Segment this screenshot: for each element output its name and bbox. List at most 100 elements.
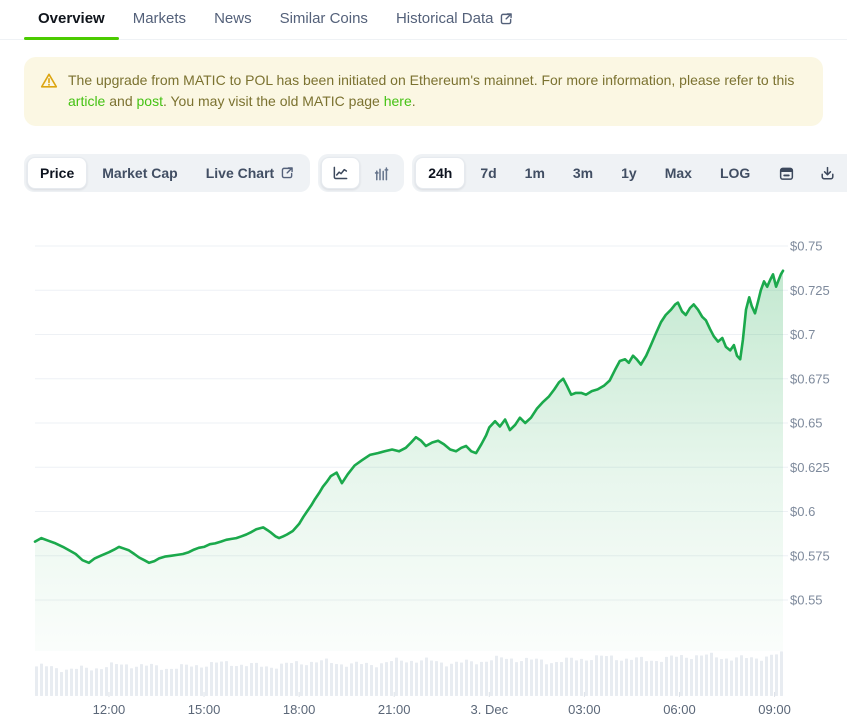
x-axis-label: 21:00 <box>378 702 411 717</box>
volume-bar <box>570 657 573 696</box>
download-chart-button[interactable] <box>808 157 847 189</box>
volume-bar <box>215 662 218 696</box>
volume-bar <box>675 656 678 696</box>
volume-bar <box>685 657 688 696</box>
volume-bar <box>260 666 263 696</box>
x-axis-label: 15:00 <box>188 702 221 717</box>
tab-news[interactable]: News <box>200 0 266 39</box>
y-axis-label: $0.7 <box>790 327 815 342</box>
x-axis-tick <box>108 692 110 697</box>
volume-bar <box>610 655 613 696</box>
range-7d-button[interactable]: 7d <box>480 165 497 181</box>
range-1y-button[interactable]: 1y <box>621 165 637 181</box>
volume-bar <box>115 663 118 696</box>
volume-bar <box>385 662 388 696</box>
price-chart-canvas[interactable]: $0.75 $0.725 $0.7 $0.675 $0.65 $0.625 $0.6 $0.5… <box>0 206 847 724</box>
volume-bar <box>170 668 173 696</box>
range-24h-button[interactable]: 24h <box>415 157 466 189</box>
tab-overview[interactable]: Overview <box>24 0 119 40</box>
article-link[interactable]: article <box>68 93 106 109</box>
volume-bar <box>410 660 413 696</box>
volume-bar <box>750 657 753 696</box>
volume-bar <box>625 658 628 696</box>
line-chart-type-button[interactable] <box>321 157 361 189</box>
volume-bar <box>70 668 73 696</box>
volume-bar <box>380 663 383 696</box>
volume-bar <box>520 660 523 696</box>
post-link[interactable]: post <box>136 93 163 109</box>
volume-bar <box>85 667 88 696</box>
tab-historical-data[interactable]: Historical Data <box>382 0 528 39</box>
candlestick-chart-type-button[interactable] <box>362 157 401 189</box>
tab-label: Similar Coins <box>279 10 368 27</box>
y-axis-label: $0.725 <box>790 283 830 298</box>
volume-bar <box>190 666 193 696</box>
volume-bar <box>465 659 468 696</box>
volume-bar <box>100 669 103 696</box>
upgrade-notice-banner: The upgrade from MATIC to POL has been i… <box>24 57 823 126</box>
live-chart-button[interactable]: Live Chart <box>193 157 307 189</box>
volume-bar <box>775 654 778 696</box>
volume-bar <box>310 661 313 696</box>
y-axis-label: $0.575 <box>790 548 830 563</box>
volume-bar <box>250 663 253 696</box>
x-axis-tick <box>678 692 680 697</box>
y-axis-label: $0.55 <box>790 593 823 608</box>
market-cap-toggle-button[interactable]: Market Cap <box>102 165 178 181</box>
x-axis-label: 18:00 <box>283 702 316 717</box>
tab-similar-coins[interactable]: Similar Coins <box>266 0 382 39</box>
volume-bar <box>435 661 438 696</box>
volume-bar <box>405 662 408 696</box>
price-toggle-button[interactable]: Price <box>27 157 88 189</box>
date-range-button[interactable] <box>767 157 806 189</box>
volume-bar <box>550 663 553 696</box>
tab-label: Overview <box>38 10 105 27</box>
volume-bar <box>705 654 708 696</box>
price-chart[interactable]: $0.75 $0.725 $0.7 $0.675 $0.65 $0.625 $0.6 $0.5… <box>0 206 847 724</box>
range-3m-button[interactable]: 3m <box>572 165 594 181</box>
volume-bar <box>635 657 638 696</box>
volume-bar <box>280 663 283 696</box>
volume-bar <box>510 658 513 696</box>
volume-bar <box>735 657 738 696</box>
log-scale-button[interactable]: LOG <box>719 165 751 181</box>
volume-bar <box>425 657 428 696</box>
volume-bar <box>300 664 303 696</box>
volume-bar <box>515 662 518 696</box>
volume-bar <box>755 658 758 696</box>
volume-bar <box>235 666 238 696</box>
volume-bar <box>230 665 233 696</box>
volume-bar <box>335 663 338 696</box>
volume-bar <box>245 666 248 696</box>
volume-bar <box>225 661 228 696</box>
candlestick-chart-icon <box>374 166 389 180</box>
download-icon <box>821 166 834 180</box>
volume-bar <box>540 659 543 696</box>
range-max-button[interactable]: Max <box>664 165 692 181</box>
volume-bar <box>275 668 278 696</box>
volume-bar <box>295 661 298 696</box>
volume-bar <box>360 664 363 696</box>
volume-bar <box>670 655 673 696</box>
volume-bar <box>365 662 368 696</box>
volume-bar <box>180 664 183 696</box>
volume-bar <box>155 665 158 696</box>
volume-bar <box>780 651 783 696</box>
volume-bar <box>450 663 453 696</box>
volume-bar <box>530 659 533 696</box>
volume-bar <box>470 661 473 696</box>
volume-bar <box>655 661 658 696</box>
old-matic-page-link[interactable]: here <box>383 93 412 109</box>
volume-bar <box>205 666 208 696</box>
volume-bar <box>480 661 483 696</box>
x-axis-tick <box>393 692 395 697</box>
external-link-icon <box>501 12 513 24</box>
tab-markets[interactable]: Markets <box>119 0 200 39</box>
chart-controls: Price Market Cap Live Chart <box>24 154 847 192</box>
volume-bar <box>60 672 63 696</box>
range-1m-button[interactable]: 1m <box>524 165 545 181</box>
volume-bar <box>95 668 98 696</box>
volume-bar <box>350 663 353 696</box>
volume-bar <box>395 657 398 696</box>
volume-bar <box>120 664 123 696</box>
